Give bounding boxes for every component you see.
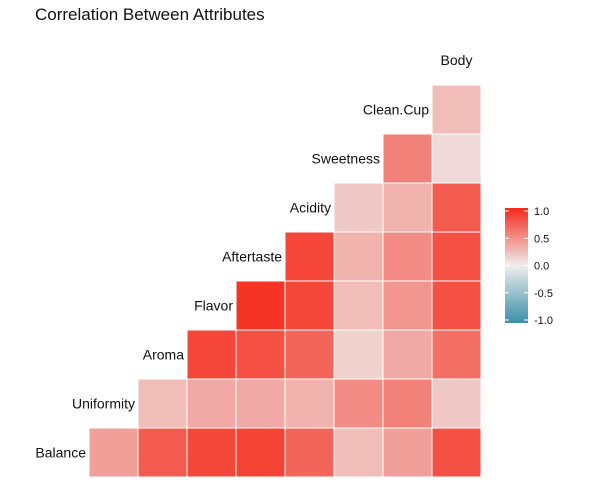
variable-label-aftertaste: Aftertaste xyxy=(222,249,282,265)
heatmap-cell-uniformity-body xyxy=(431,378,482,429)
heatmap-cell-aroma-sweetness xyxy=(333,329,384,380)
heatmap-cell-aftertaste-body xyxy=(431,231,482,282)
heatmap-cell-uniformity-aftertaste xyxy=(235,378,286,429)
heatmap-cell-balance-aroma xyxy=(137,427,188,478)
heatmap-cell-uniformity-sweetness xyxy=(333,378,384,429)
heatmap-cell-balance-aftertaste xyxy=(235,427,286,478)
heatmap-cell-acidity-sweetness xyxy=(333,182,384,233)
legend-tick-label: 0.0 xyxy=(534,261,549,273)
variable-label-balance: Balance xyxy=(35,445,86,461)
heatmap-cell-flavor-acidity xyxy=(284,280,335,331)
heatmap-cell-uniformity-flavor xyxy=(186,378,237,429)
heatmap-cell-sweetness-body xyxy=(431,133,482,184)
legend-tick-label: -1.0 xyxy=(534,315,553,327)
variable-label-acidity: Acidity xyxy=(290,200,331,216)
heatmap-cell-aroma-flavor xyxy=(186,329,237,380)
heatmap-cell-aroma-aftertaste xyxy=(235,329,286,380)
heatmap-cell-balance-uniformity xyxy=(88,427,139,478)
heatmap-cell-flavor-aftertaste xyxy=(235,280,286,331)
color-legend: 1.0 0.5 0.0 -0.5 -1.0 xyxy=(505,206,553,327)
heatmap-cell-flavor-clean-cup xyxy=(382,280,433,331)
heatmap-cell-aroma-body xyxy=(431,329,482,380)
legend-tick-label: 0.5 xyxy=(534,233,549,245)
heatmap-cell-aroma-acidity xyxy=(284,329,335,380)
variable-label-uniformity: Uniformity xyxy=(72,396,135,412)
legend-tick-label: -0.5 xyxy=(534,288,553,300)
variable-label-sweetness: Sweetness xyxy=(312,151,380,167)
heatmap-cell-sweetness-clean-cup xyxy=(382,133,433,184)
legend-colorbar xyxy=(505,208,528,323)
heatmap-cell-aftertaste-clean-cup xyxy=(382,231,433,282)
variable-label-flavor: Flavor xyxy=(194,298,233,314)
variable-label-aroma: Aroma xyxy=(143,347,184,363)
legend-tick-label: 1.0 xyxy=(534,206,549,218)
heatmap-cell-uniformity-clean-cup xyxy=(382,378,433,429)
heatmap-cell-acidity-clean-cup xyxy=(382,182,433,233)
heatmap-cell-clean-cup-body xyxy=(431,84,482,135)
heatmap-cell-flavor-sweetness xyxy=(333,280,384,331)
heatmap-cell-balance-acidity xyxy=(284,427,335,478)
heatmap-cell-aftertaste-sweetness xyxy=(333,231,384,282)
heatmap-cell-aroma-clean-cup xyxy=(382,329,433,380)
variable-label-body: Body xyxy=(441,52,473,68)
heatmap-cell-acidity-body xyxy=(431,182,482,233)
heatmap-cell-balance-sweetness xyxy=(333,427,384,478)
heatmap-cell-balance-body xyxy=(431,427,482,478)
heatmap-cell-flavor-body xyxy=(431,280,482,331)
heatmap-cell-aftertaste-acidity xyxy=(284,231,335,282)
chart-title: Correlation Between Attributes xyxy=(35,5,265,24)
heatmap-cell-balance-flavor xyxy=(186,427,237,478)
heatmap-cell-uniformity-aroma xyxy=(137,378,188,429)
heatmap-cell-uniformity-acidity xyxy=(284,378,335,429)
variable-label-clean-cup: Clean.Cup xyxy=(363,102,429,118)
heatmap-cell-balance-clean-cup xyxy=(382,427,433,478)
